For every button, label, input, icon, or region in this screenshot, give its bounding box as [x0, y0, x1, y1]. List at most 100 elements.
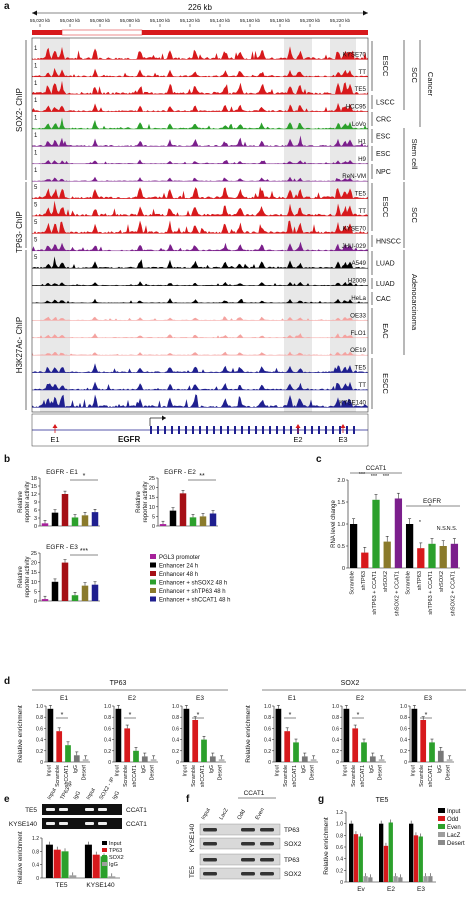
bar — [209, 756, 216, 762]
blot-band — [203, 842, 217, 846]
group-label: ESCC — [381, 197, 390, 218]
track-scale-label: 5 — [34, 203, 38, 209]
panel-f-label: f — [186, 794, 190, 805]
x-tick-label: Input — [342, 764, 348, 776]
legend-swatch — [102, 841, 107, 845]
legend-label: Enhancer + shSOX2 48 h — [159, 581, 227, 587]
gene-exon — [157, 426, 159, 434]
sig-label: ** — [199, 473, 205, 480]
bar — [358, 836, 363, 882]
y-tick-label: 0.2 — [400, 749, 407, 755]
legend-swatch — [150, 596, 156, 602]
signal-track — [32, 135, 368, 147]
group-label: ESCC — [381, 56, 390, 77]
x-tick-label: Desert — [310, 764, 316, 780]
legend-swatch — [438, 832, 445, 837]
bar — [150, 759, 157, 762]
group-title: SOX2 — [341, 680, 360, 687]
bar — [41, 523, 49, 526]
blot-target-label: SOX2 — [284, 871, 302, 878]
y-axis-label: reporter activity — [143, 481, 149, 522]
y-tick-label: 18 — [31, 476, 37, 482]
chart-title: E1 — [60, 695, 68, 702]
y-tick-label: 0.8 — [104, 715, 111, 721]
y-tick-label: 0.2 — [36, 749, 43, 755]
blot-band — [203, 872, 217, 876]
track-name-label: A549 — [352, 260, 367, 267]
y-tick-label: 0.8 — [36, 715, 43, 721]
gene-exon — [192, 426, 194, 434]
x-tick-label: shCCAT1 — [132, 765, 138, 787]
y-tick-label: 0.8 — [264, 715, 271, 721]
track-scale-label: 1 — [34, 63, 38, 69]
gel-strip — [42, 818, 122, 829]
y-tick-label: 0 — [34, 524, 37, 530]
category-label: Adenocarcinoma — [410, 274, 419, 331]
bar — [450, 543, 459, 568]
signal-track — [32, 351, 368, 356]
x-tick-label: shTP63 — [361, 571, 367, 590]
gene-exon — [339, 426, 341, 434]
bar — [417, 548, 425, 568]
y-tick-label: 12 — [31, 492, 37, 498]
enhancer-arrow — [295, 424, 301, 428]
y-tick-label: 0.2 — [104, 749, 111, 755]
bar — [61, 494, 69, 526]
gene-exon — [150, 426, 152, 434]
y-tick-label: 0.6 — [336, 845, 343, 851]
bar — [47, 708, 54, 762]
gene-exon — [332, 426, 334, 434]
x-tick-label: Input — [46, 764, 52, 776]
bar — [61, 562, 69, 601]
y-axis-label: Relative — [18, 566, 24, 588]
y-tick-label: 0.4 — [400, 738, 407, 744]
group-label: CRC — [376, 117, 391, 124]
legend-label: LacZ — [447, 833, 461, 839]
bar — [51, 581, 59, 601]
gel-band — [98, 822, 107, 825]
category-label: SCC — [410, 67, 419, 83]
sig-label: *** — [383, 474, 390, 480]
y-tick-label: 25 — [31, 551, 37, 557]
y-tick-label: 0.4 — [36, 738, 43, 744]
y-tick-label: 0 — [268, 760, 271, 766]
bar — [91, 584, 99, 601]
legend-swatch — [150, 571, 156, 576]
lane-label: Input — [201, 807, 213, 821]
y-tick-label: 0.5 — [337, 544, 345, 550]
x-tick-label: Desert — [446, 764, 452, 780]
track-name-label: TT — [358, 69, 366, 76]
signal-track — [32, 176, 368, 182]
chart-title: E2 — [128, 695, 136, 702]
y-tick-label: 1.0 — [36, 704, 43, 710]
x-tick-label: shTP63 + CCAT1 — [372, 571, 378, 615]
track-name-label: H2009 — [348, 278, 367, 285]
x-tick-label: Scramble — [283, 765, 289, 787]
track-name-label: KYSE140 — [339, 399, 366, 406]
gel-cell-label: KYSE140 — [9, 821, 38, 828]
gene-label: EGFR — [118, 435, 140, 444]
enhancer-label: E1 — [50, 435, 59, 444]
x-tick-label: IgG — [369, 765, 375, 773]
blot-strip — [199, 823, 281, 836]
legend-label: PGL3 promoter — [159, 555, 200, 561]
blot-target-label: TP63 — [284, 857, 300, 864]
y-tick-label: 0 — [152, 524, 155, 530]
legend-label: Enhancer 24 h — [159, 564, 198, 570]
lane-label: IgG — [112, 790, 122, 801]
bar — [363, 876, 368, 882]
group-title: EGFR — [423, 498, 441, 505]
signal-track — [32, 67, 368, 77]
track-frame — [31, 37, 369, 413]
y-tick-label: 0 — [108, 760, 111, 766]
bar — [301, 756, 308, 762]
gene-exon — [248, 426, 250, 434]
legend-label: Input — [109, 841, 122, 847]
bar — [429, 742, 435, 762]
x-tick-label: Scramble — [123, 765, 129, 787]
track-name-label: KYSE70 — [343, 225, 367, 232]
track-scale-label: 1 — [34, 133, 38, 139]
panel-b-label: b — [4, 454, 10, 465]
legend-swatch — [438, 840, 445, 845]
